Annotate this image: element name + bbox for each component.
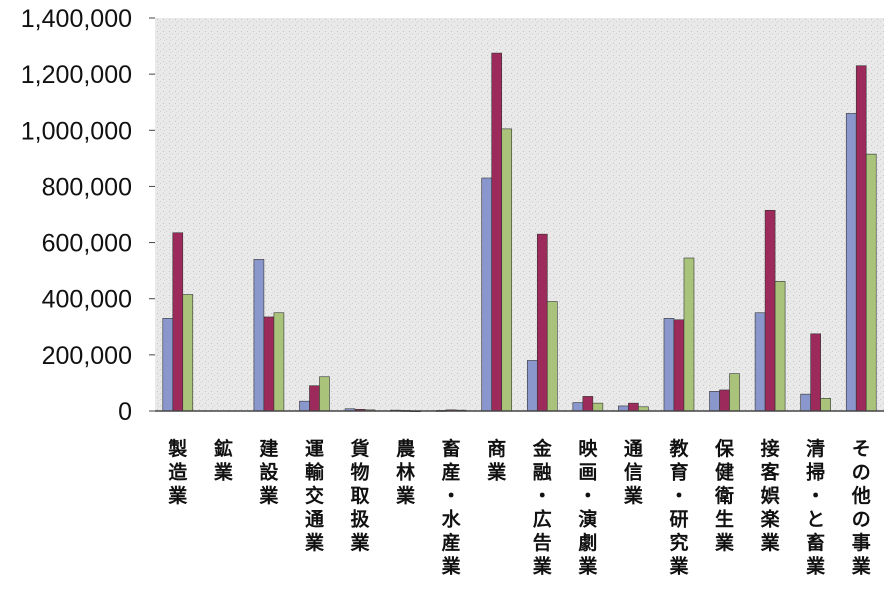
bar-1-建設業 (253, 259, 265, 412)
bar-1-製造業 (162, 318, 174, 412)
y-tick-label: 1,200,000 (21, 61, 132, 89)
bar-1-通信業 (618, 405, 629, 412)
bar-1-金融・広告業 (526, 360, 538, 412)
bar-2-金融・広告業 (536, 233, 548, 412)
bar-3-建設業 (273, 312, 285, 412)
x-category-label: 建設業 (258, 437, 279, 507)
x-category-label: 鉱業 (213, 437, 234, 484)
x-category-label: 農林業 (395, 438, 416, 507)
x-category-label: 金融・広告業 (532, 437, 553, 578)
bar-1-商業 (481, 177, 493, 412)
y-tick-label: 200,000 (42, 342, 132, 370)
x-category-label: 通信業 (623, 438, 644, 507)
x-category-label: その他の事業 (851, 438, 872, 578)
y-tick-label: 600,000 (42, 230, 132, 258)
x-category-label: 清掃・と畜業 (805, 437, 826, 578)
x-category-label: 保健衛生業 (714, 437, 735, 554)
x-category-label: 運輸交通業 (304, 438, 325, 554)
bar-2-その他の事業 (855, 65, 867, 412)
bar-1-保健衛生業 (709, 391, 720, 412)
bar-1-教育・研究業 (663, 318, 675, 412)
bar-2-保健衛生業 (719, 389, 730, 412)
bar-2-建設業 (263, 316, 275, 412)
bar-2-商業 (491, 52, 503, 412)
x-category-label: 接客娯楽業 (760, 438, 781, 554)
bar-3-教育・研究業 (683, 257, 695, 412)
bar-2-接客娯楽業 (764, 209, 776, 412)
y-tick-label: 400,000 (42, 286, 132, 314)
bar-1-清掃・と畜業 (800, 393, 811, 412)
x-category-label: 製造業 (167, 438, 188, 507)
x-category-label: 貨物取扱業 (350, 437, 371, 554)
y-tick-label: 0 (118, 398, 132, 426)
x-category-label: 教育・研究業 (668, 437, 689, 578)
bar-2-製造業 (172, 232, 184, 412)
bar-3-運輸交通業 (319, 376, 330, 412)
bar-3-清掃・と畜業 (820, 398, 831, 412)
y-tick-label: 1,000,000 (21, 117, 132, 145)
x-category-label: 畜産・水産業 (441, 437, 462, 578)
bar-2-映画・演劇業 (582, 396, 594, 412)
y-tick-label: 1,400,000 (21, 5, 132, 33)
bar-3-保健衛生業 (729, 373, 740, 412)
bar-3-商業 (501, 128, 513, 412)
bar-1-接客娯楽業 (754, 312, 766, 412)
x-axis-category-labels: 製造業 鉱業 建設業 運輸交通業 貨物取扱業 農林業 畜産・水産業 商業 金融・広告業 映画・演劇… (167, 437, 871, 578)
bar-3-金融・広告業 (546, 301, 558, 412)
y-axis-ticks: 0 200,000 400,000 600,000 800,000 1,000,000 1,… (21, 5, 155, 426)
bar-1-運輸交通業 (299, 400, 310, 412)
bar-2-教育・研究業 (673, 319, 685, 412)
bars (162, 52, 877, 413)
bar-1-その他の事業 (845, 113, 857, 412)
bar-3-製造業 (182, 294, 194, 412)
bar-2-運輸交通業 (309, 385, 320, 412)
x-category-label: 映画・演劇業 (577, 438, 598, 578)
x-category-label: 商業 (486, 437, 507, 484)
bar-3-その他の事業 (865, 153, 877, 412)
bar-3-接客娯楽業 (774, 281, 786, 412)
bar-3-映画・演劇業 (592, 402, 604, 412)
bar-2-通信業 (628, 402, 639, 412)
bar-1-映画・演劇業 (572, 402, 584, 412)
bar-2-清掃・と畜業 (810, 333, 821, 412)
y-tick-label: 800,000 (42, 173, 132, 201)
